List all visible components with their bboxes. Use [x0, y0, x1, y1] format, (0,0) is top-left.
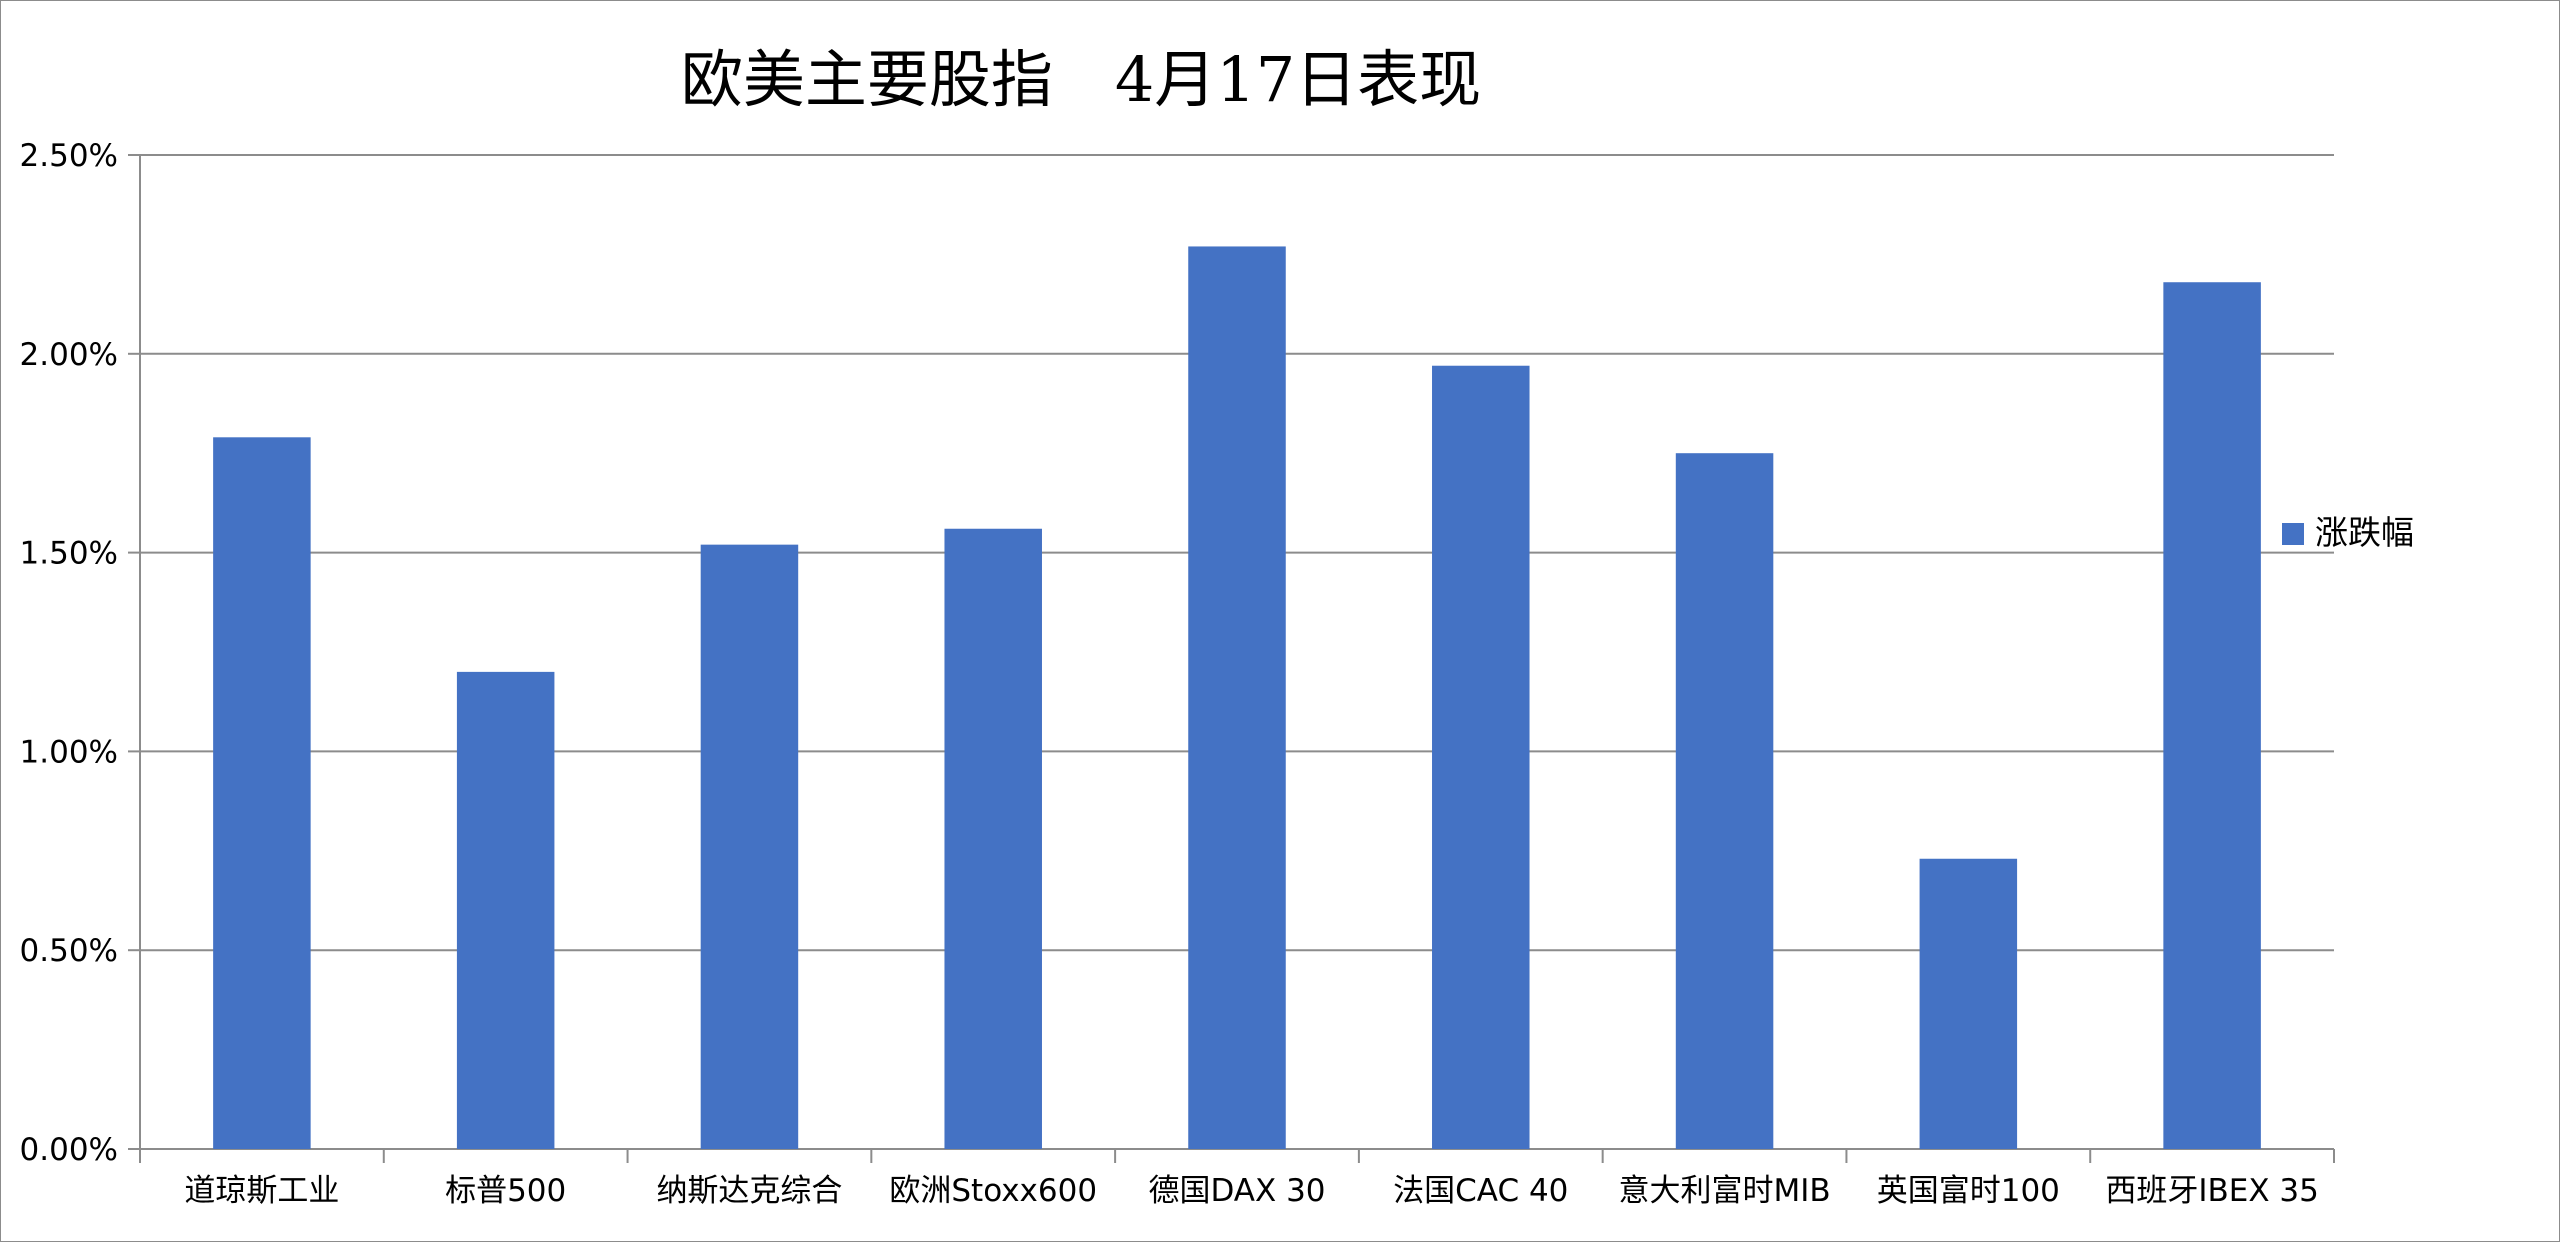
bar: [456, 671, 555, 1149]
bar: [2163, 282, 2261, 1149]
x-category-label: 道琼斯工业: [184, 1173, 339, 1209]
x-category-label: 纳斯达克综合: [656, 1173, 842, 1209]
labels: 0.00% 0.50% 1.00% 1.50% 2.00% 2.50% 道琼斯工业 标普500…: [20, 138, 2319, 1209]
y-tick-label: 1.00%: [20, 734, 118, 770]
x-category-label: 意大利富时MIB: [1618, 1173, 1830, 1209]
bar: [944, 528, 1042, 1149]
y-tick-label: 2.50%: [20, 138, 118, 174]
bar: [213, 437, 311, 1149]
bar: [1432, 365, 1530, 1149]
x-category-label: 西班牙IBEX 35: [2105, 1173, 2319, 1209]
x-category-label: 标普500: [445, 1173, 566, 1209]
x-category-label: 法国CAC 40: [1393, 1173, 1568, 1209]
y-tick-label: 2.00%: [20, 337, 118, 373]
bar: [1675, 453, 1774, 1149]
x-category-label: 欧洲Stoxx600: [889, 1173, 1097, 1209]
x-category-label: 德国DAX 30: [1148, 1173, 1325, 1209]
legend-label: 涨跌幅: [2315, 513, 2414, 552]
bar: [1188, 246, 1286, 1149]
bar: [1919, 858, 2018, 1149]
chart-title: 欧美主要股指 4月17日表现: [681, 43, 1481, 116]
y-tick-label: 1.50%: [20, 536, 118, 572]
y-tick-label: 0.00%: [20, 1132, 118, 1168]
x-category-label: 英国富时100: [1877, 1173, 2060, 1209]
y-tick-label: 0.50%: [20, 933, 118, 969]
bar: [700, 544, 799, 1149]
legend: 涨跌幅: [2282, 513, 2414, 552]
legend-swatch: [2282, 523, 2304, 545]
bars: [213, 246, 2261, 1149]
